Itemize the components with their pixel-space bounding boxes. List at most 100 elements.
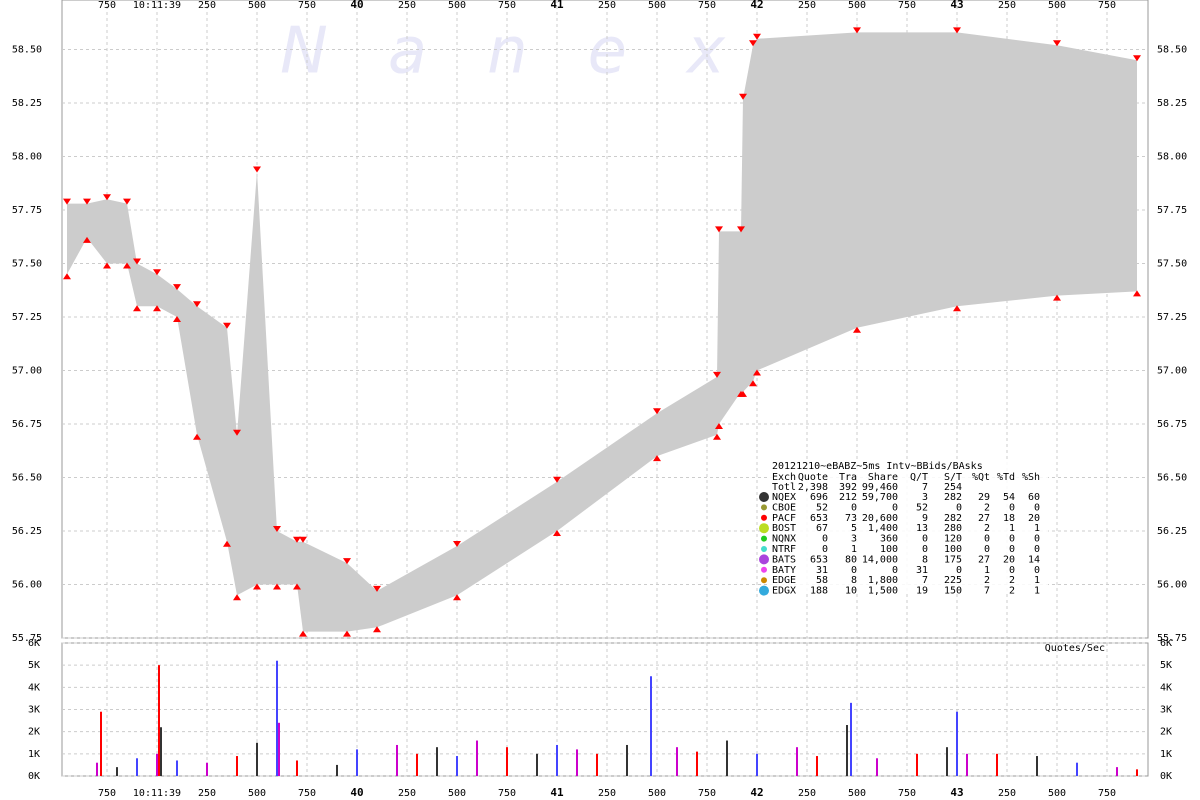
bid-marker: [953, 305, 961, 312]
bid-marker: [63, 273, 71, 280]
legend-cell: 18: [1003, 513, 1015, 524]
legend-cell: 60: [1028, 492, 1040, 503]
ask-marker: [133, 258, 141, 265]
y-tick-label: 3K: [1160, 705, 1172, 716]
x-tick-label: 500: [448, 0, 466, 11]
legend-cell: 280: [944, 523, 962, 534]
legend-cell: 2: [984, 575, 990, 586]
legend-marker: [759, 554, 769, 565]
legend-cell: 8: [851, 575, 857, 586]
y-tick-label: 6K: [1160, 638, 1172, 649]
legend-cell: 188: [810, 586, 828, 597]
bid-marker: [753, 369, 761, 376]
x-tick-label: 250: [398, 0, 416, 11]
legend-cell: 31: [816, 565, 828, 576]
x-tick-label: 750: [98, 788, 116, 799]
legend-cell: 2,398: [798, 482, 828, 493]
bid-marker: [273, 583, 281, 590]
x-tick-label: 40: [350, 786, 363, 799]
ask-marker: [153, 269, 161, 276]
y-tick-label: 56.00: [12, 580, 42, 591]
bar: [726, 740, 728, 776]
legend-marker: [759, 585, 769, 596]
bar: [100, 711, 102, 776]
bar: [156, 753, 158, 776]
legend-cell: 1: [851, 544, 857, 555]
legend-cell: 31: [916, 565, 928, 576]
y-tick-label: 57.75: [1157, 205, 1187, 216]
bid-marker: [193, 433, 201, 440]
legend-cell: 13: [916, 523, 928, 534]
x-tick-label: 41: [550, 0, 564, 11]
y-tick-label: 57.00: [12, 366, 42, 377]
bar: [966, 753, 968, 776]
legend-cell: 696: [810, 492, 828, 503]
legend-cell: 653: [810, 513, 828, 524]
x-tick-label: 500: [648, 788, 666, 799]
legend-cell: 20,600: [862, 513, 898, 524]
bar: [160, 727, 162, 776]
legend-cell: 120: [944, 534, 962, 545]
y-tick-label: 55.75: [1157, 633, 1187, 644]
bar: [996, 753, 998, 776]
legend-cell: 0: [892, 565, 898, 576]
ask-marker: [753, 33, 761, 40]
bid-marker: [713, 433, 721, 440]
y-tick-label: 56.25: [1157, 526, 1187, 537]
legend-cell: 1: [1034, 586, 1040, 597]
ask-marker: [953, 27, 961, 34]
bar: [946, 747, 948, 776]
legend-cell: 29: [978, 492, 990, 503]
x-tick-label: 250: [198, 0, 216, 11]
legend-cell: 0: [922, 534, 928, 545]
x-tick-label: 250: [798, 0, 816, 11]
x-tick-label: 500: [448, 788, 466, 799]
bid-marker: [153, 305, 161, 312]
ask-marker: [299, 536, 307, 543]
ask-marker: [1133, 55, 1141, 62]
bar: [1076, 762, 1078, 776]
bar: [236, 756, 238, 776]
legend-cell: 58: [816, 575, 828, 586]
x-tick-label: 500: [648, 0, 666, 11]
bar: [556, 744, 558, 776]
legend-cell: 52: [816, 502, 828, 513]
legend-marker: [761, 577, 767, 584]
legend-cell: 5: [851, 523, 857, 534]
legend-cell: 1: [1009, 523, 1015, 534]
y-tick-label: 57.25: [12, 312, 42, 323]
legend-cell: 73: [845, 513, 857, 524]
bar: [1036, 756, 1038, 776]
x-tick-label: 750: [298, 788, 316, 799]
legend-marker: [759, 523, 769, 534]
bar: [596, 753, 598, 776]
y-tick-label: 4K: [28, 682, 40, 693]
y-tick-label: 58.00: [12, 152, 42, 163]
ask-marker: [749, 40, 757, 47]
x-tick-label: 750: [1098, 0, 1116, 11]
y-tick-label: 1K: [28, 749, 40, 760]
legend-cell: EDGX: [772, 586, 796, 597]
bar: [276, 660, 278, 776]
x-tick-label: 42: [750, 786, 763, 799]
ask-marker: [373, 585, 381, 592]
legend-cell: 0: [922, 544, 928, 555]
watermark: Nanex: [280, 15, 785, 89]
y-tick-label: 56.75: [1157, 419, 1187, 430]
y-tick-label: 4K: [1160, 682, 1172, 693]
ask-marker: [739, 93, 747, 100]
legend-cell: Exch: [772, 472, 796, 483]
bar: [576, 749, 578, 776]
y-tick-label: 55.75: [12, 633, 42, 644]
x-tick-label: 750: [298, 0, 316, 11]
bar: [536, 753, 538, 776]
bar: [336, 764, 338, 776]
x-tick-label: 43: [950, 0, 963, 11]
bar: [876, 758, 878, 776]
ask-marker: [193, 301, 201, 308]
legend-cell: 0: [956, 565, 962, 576]
legend-cell: 19: [916, 586, 928, 597]
bar: [850, 702, 852, 776]
legend-marker: [761, 514, 767, 521]
legend-cell: 7: [922, 482, 928, 493]
